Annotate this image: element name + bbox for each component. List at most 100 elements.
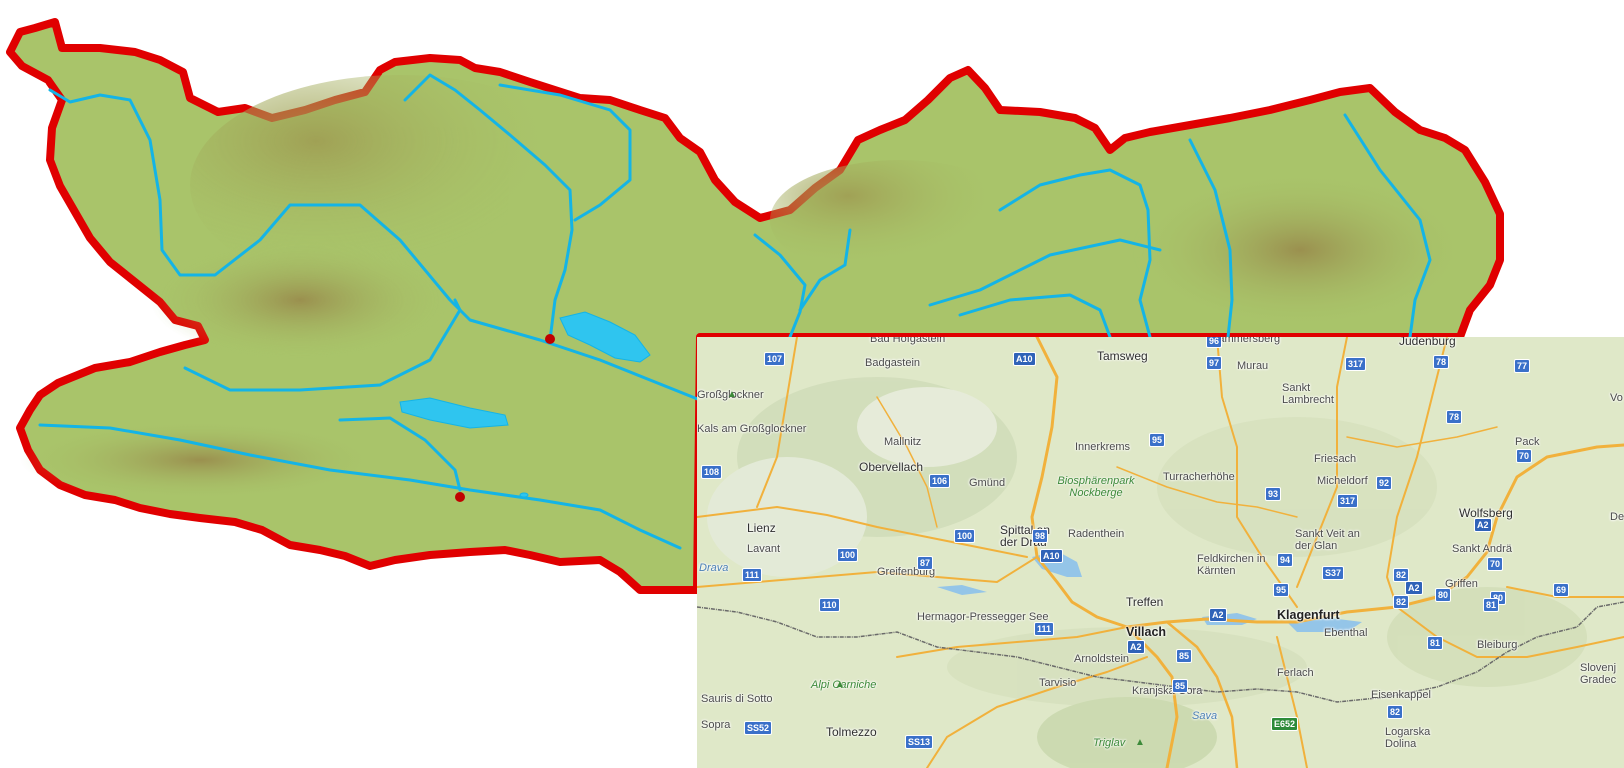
place-label[interactable]: Wolfsberg — [1459, 506, 1513, 520]
road-shield: 93 — [1265, 487, 1282, 501]
place-label[interactable]: Eisenkappel — [1371, 689, 1431, 701]
place-label[interactable]: Sankt Andrä — [1452, 543, 1512, 555]
road-shield: A10 — [1040, 549, 1063, 563]
place-label[interactable]: De — [1610, 511, 1624, 523]
road-shield: A2 — [1209, 608, 1227, 622]
river-east3 — [958, 293, 1112, 339]
road-shield: E652 — [1271, 717, 1299, 731]
place-label[interactable]: Murau — [1237, 360, 1269, 372]
road-shield: 85 — [1176, 649, 1193, 663]
place-label[interactable]: Ebenthal — [1324, 627, 1368, 639]
road-shield: 100 — [954, 529, 976, 543]
place-label[interactable]: Lavant — [747, 543, 781, 555]
range-label: Alpi Carniche — [811, 679, 877, 691]
place-label[interactable]: Friesach — [1314, 453, 1357, 465]
river-moell — [48, 88, 702, 402]
place-label[interactable]: Kals am Großglockner — [697, 423, 807, 435]
place-label[interactable]: Kammersberg — [1211, 337, 1281, 345]
road-shield: 95 — [1273, 583, 1290, 597]
place-label[interactable]: Tolmezzo — [826, 725, 877, 739]
road-shield: 317 — [1345, 357, 1367, 371]
river-creek — [498, 83, 632, 222]
road-shield: 81 — [1427, 636, 1444, 650]
road-shield: 77 — [1514, 359, 1531, 373]
road-shield: 78 — [1446, 410, 1463, 424]
place-label-villach[interactable]: Villach — [1126, 625, 1167, 639]
river-south — [338, 416, 462, 492]
place-label[interactable]: Obervellach — [859, 460, 924, 474]
place-label[interactable]: Großglockner — [697, 389, 764, 401]
road-shield: 100 — [837, 548, 859, 562]
road-shield: 85 — [1172, 679, 1189, 693]
peak-icon: ▲ — [727, 389, 737, 400]
place-label[interactable]: Tamsweg — [1097, 349, 1148, 363]
place-label[interactable]: Badgastein — [865, 357, 921, 369]
place-label[interactable]: Hermagor-Pressegger See — [917, 611, 1049, 623]
river-drau — [38, 423, 682, 550]
place-label[interactable]: Micheldorf — [1317, 475, 1368, 487]
river-label: Drava — [699, 562, 729, 574]
peak-icon: ▲ — [835, 679, 845, 690]
place-label[interactable]: Judenburg — [1399, 337, 1456, 348]
river-upper — [403, 73, 574, 342]
road-shield: A2 — [1474, 518, 1492, 532]
place-label[interactable]: Turracherhöhe — [1163, 471, 1235, 483]
place-label[interactable]: Sopra — [701, 719, 731, 731]
place-label[interactable]: Kranjska Gora — [1132, 685, 1203, 697]
road-shield: S37 — [1322, 566, 1345, 580]
road-shield: SS13 — [905, 735, 934, 749]
road-shield: 92 — [1376, 476, 1393, 490]
place-label[interactable]: Bad Hofgastein — [870, 337, 946, 345]
place-label[interactable]: Ferlach — [1277, 667, 1314, 679]
place-label[interactable]: Radenthein — [1068, 528, 1125, 540]
river-far-east — [1343, 113, 1432, 339]
road-shield: 69 — [1553, 583, 1570, 597]
road-map[interactable]: Bad Hofgastein Badgastein Kals am Großgl… — [697, 337, 1624, 768]
place-label[interactable]: Sankt Lambrecht — [1282, 382, 1334, 406]
road-shield: 70 — [1516, 449, 1533, 463]
road-shield: 82 — [1387, 705, 1404, 719]
place-label[interactable]: Mallnitz — [884, 436, 922, 448]
river-lavant — [1188, 138, 1234, 339]
road-shield: 106 — [929, 474, 951, 488]
road-shield: 82 — [1393, 595, 1410, 609]
place-label[interactable]: Lienz — [747, 521, 776, 535]
road-shield: 111 — [742, 568, 763, 582]
road-shield: 98 — [1032, 529, 1049, 543]
place-label[interactable]: Gmünd — [969, 477, 1006, 489]
river-east2 — [928, 238, 1162, 307]
place-label[interactable]: Vo — [1610, 392, 1623, 404]
road-shield: 70 — [1487, 557, 1504, 571]
city-dot-greifenburg — [455, 492, 465, 502]
place-label[interactable]: Innerkrems — [1075, 441, 1131, 453]
road-shield: 97 — [1206, 356, 1223, 370]
road-shield: SS52 — [744, 721, 773, 735]
place-label[interactable]: Treffen — [1126, 595, 1164, 609]
road-shield: 108 — [701, 465, 723, 479]
road-shield: 78 — [1433, 355, 1450, 369]
river-spittal — [798, 228, 852, 312]
river-mur — [753, 233, 807, 339]
place-label[interactable]: Spittal an der Drau — [1000, 523, 1051, 549]
road-shield: 81 — [1483, 598, 1500, 612]
place-label[interactable]: Arnoldstein — [1074, 653, 1130, 665]
place-label[interactable]: Slovenj Gradec — [1580, 662, 1617, 686]
place-label[interactable]: Feldkirchen in Kärnten — [1197, 553, 1266, 577]
place-label-klagenfurt[interactable]: Klagenfurt — [1277, 608, 1340, 622]
place-label[interactable]: Sankt Veit an der Glan — [1295, 528, 1360, 552]
lake-millstatt — [559, 311, 651, 363]
place-label[interactable]: Pack — [1515, 436, 1540, 448]
road-shield: 80 — [1435, 588, 1452, 602]
place-label[interactable]: Logarska Dolina — [1385, 726, 1431, 750]
peak-icon: ▲ — [1135, 737, 1145, 748]
road-shield: 95 — [1149, 433, 1166, 447]
place-label[interactable]: Sauris di Sotto — [701, 693, 773, 705]
place-label[interactable]: Griffen — [1445, 578, 1478, 590]
place-label[interactable]: Bleiburg — [1477, 639, 1518, 651]
peak-label: Triglav — [1093, 737, 1126, 749]
road-shield: 107 — [764, 352, 786, 366]
road-shield: 111 — [1034, 622, 1055, 636]
road-shield: 96 — [1206, 337, 1223, 348]
place-label[interactable]: Tarvisio — [1039, 677, 1077, 689]
